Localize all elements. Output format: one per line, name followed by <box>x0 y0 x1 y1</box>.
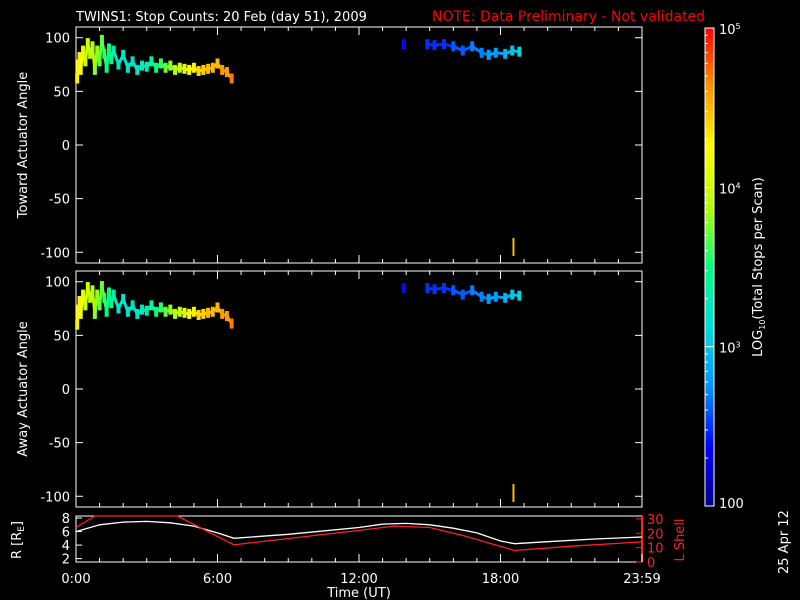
generation-date: 25 Apr 12 <box>777 510 792 574</box>
lshell-tick-label: 30 <box>647 513 664 528</box>
away-data-point <box>229 318 234 329</box>
toward-x-ticks <box>75 27 643 263</box>
toward-data-point <box>512 237 515 256</box>
colorbar-title: LOG10(Total Stops per Scan) <box>751 177 767 357</box>
figure-title: TWINS1: Stop Counts: 20 Feb (day 51), 20… <box>75 10 367 25</box>
toward-data-point <box>210 62 215 73</box>
toward-data-points <box>75 34 522 256</box>
toward-y-ticks: -100 -50 0 50 100 <box>40 32 642 261</box>
toward-y-label: Toward Actuator Angle <box>16 72 31 219</box>
away-data-point <box>510 289 515 300</box>
colorbar-tick-label: 105 <box>719 22 741 38</box>
away-x-ticks <box>75 271 643 507</box>
time-tick-label: 18:00 <box>482 572 519 587</box>
time-tick-label: 6:00 <box>203 572 232 587</box>
radius-line <box>75 520 643 545</box>
colorbar-min-label: 100 <box>719 497 744 512</box>
away-data-point <box>512 484 515 503</box>
away-y-tick-label: 100 <box>45 276 70 291</box>
radius-tick-label: 8 <box>62 512 70 527</box>
lshell-axis-label: L Shell <box>673 518 688 561</box>
away-y-tick-label: -50 <box>49 437 70 452</box>
away-data-point <box>401 283 406 294</box>
lshell-tick-label: 20 <box>647 527 664 542</box>
colorbar-tick-label: 103 <box>719 341 741 357</box>
toward-data-point <box>510 45 515 56</box>
toward-data-point <box>125 62 130 73</box>
toward-data-point <box>109 54 114 65</box>
colorbar-ticks: 103 104 105 <box>705 22 741 459</box>
toward-data-point <box>104 62 109 73</box>
away-angle-panel: -100 -50 0 50 100 Away Actuator Angle <box>16 270 643 508</box>
away-y-ticks: -100 -50 0 50 100 <box>40 276 642 505</box>
toward-y-tick-label: -50 <box>49 193 70 208</box>
away-y-tick-label: 50 <box>53 329 70 344</box>
toward-data-point <box>517 46 522 57</box>
away-y-tick-label: -100 <box>40 490 70 505</box>
lshell-tick-label: 10 <box>647 542 664 557</box>
toward-y-tick-label: 50 <box>53 85 70 100</box>
time-tick-label: 0:00 <box>61 572 90 587</box>
ephemeris-lines <box>75 515 643 552</box>
radius-tick-label: 2 <box>62 553 70 568</box>
radius-tick-label: 6 <box>62 526 70 541</box>
radius-tick-label: 4 <box>62 539 70 554</box>
away-data-points <box>75 281 522 503</box>
away-data-point <box>517 290 522 301</box>
away-y-tick-label: 0 <box>62 383 70 398</box>
lshell-line <box>75 515 643 552</box>
toward-data-point <box>229 73 234 84</box>
toward-data-point <box>149 56 154 67</box>
toward-y-tick-label: 100 <box>45 32 70 47</box>
toward-angle-panel: -100 -50 0 50 100 Toward Actuator Angle <box>16 26 643 264</box>
colorbar: 103 104 105 100 LOG10(Total Stops per Scan… <box>704 22 767 512</box>
toward-data-point <box>163 62 168 73</box>
x-axis-label: Time (UT) <box>326 586 391 600</box>
colorbar-tick-label: 104 <box>719 181 741 197</box>
away-y-label: Away Actuator Angle <box>16 321 31 456</box>
toward-y-tick-label: 0 <box>62 139 70 154</box>
time-tick-label: 12:00 <box>340 572 377 587</box>
time-tick-label: 23:59 <box>623 572 660 587</box>
toward-data-point <box>401 39 406 50</box>
lshell-tick-label: 0 <box>647 556 655 571</box>
colorbar-gradient <box>705 28 714 506</box>
radius-axis-label: R [RE] <box>10 521 27 559</box>
toward-y-tick-label: -100 <box>40 246 70 261</box>
toward-data-point <box>154 62 159 73</box>
preliminary-note: NOTE: Data Preliminary - Not validated <box>432 9 705 25</box>
toward-data-point <box>130 56 135 67</box>
